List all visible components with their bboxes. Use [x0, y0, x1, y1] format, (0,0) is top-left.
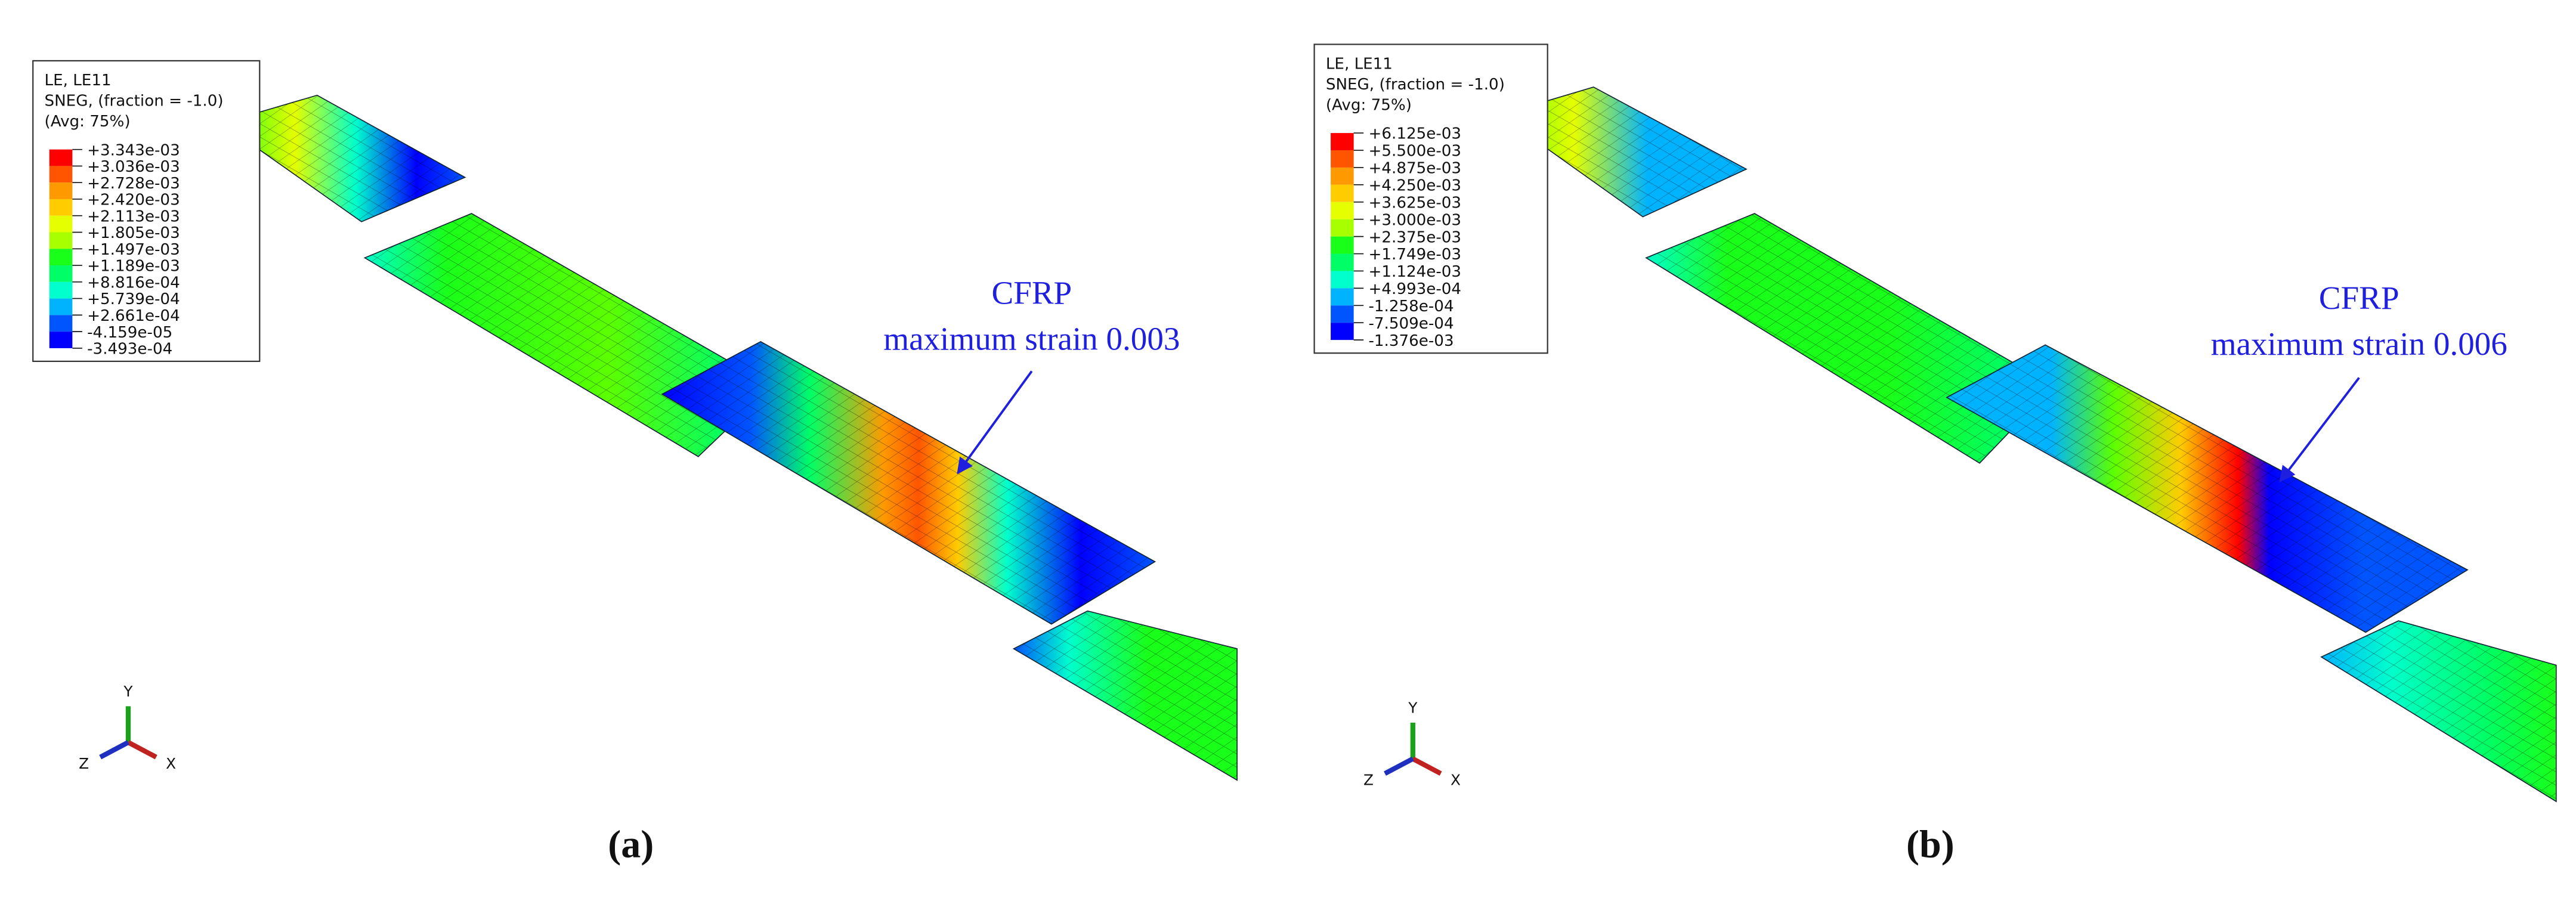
legend-swatch [1331, 236, 1354, 254]
legend-label: +3.000e-03 [1368, 211, 1461, 229]
legend-label: +1.749e-03 [1368, 246, 1461, 264]
legend-swatch [49, 332, 73, 348]
legend-label: +1.124e-03 [1368, 263, 1461, 281]
legend-label: +4.875e-03 [1368, 160, 1461, 178]
legend-swatch [1331, 253, 1354, 271]
legend-label: +2.728e-03 [87, 175, 180, 193]
legend-label: -1.258e-04 [1368, 298, 1454, 315]
legend-label: +4.993e-04 [1368, 280, 1461, 298]
panel: LE, LE11 SNEG, (fraction = -1.0) (Avg: 75%… [1313, 44, 2557, 866]
legend-swatch [1331, 133, 1354, 151]
mesh [1499, 86, 1746, 217]
legend-swatch [1331, 288, 1354, 306]
axis-label: Y [123, 683, 133, 700]
axis-label: X [166, 755, 176, 772]
legend-swatch [49, 298, 73, 315]
legend-label: +1.805e-03 [87, 224, 180, 242]
legend-swatch [1331, 323, 1354, 340]
caption: (a) [608, 823, 654, 866]
legend-title: SNEG, (fraction = -1.0) [1326, 76, 1505, 94]
legend-swatch [49, 215, 73, 233]
mesh [221, 95, 465, 222]
legend-swatch [49, 199, 73, 216]
legend-title: LE, LE11 [45, 72, 112, 89]
annotation: maximum strain 0.006 [2211, 326, 2507, 362]
axis-label: Y [1408, 699, 1418, 716]
legend-swatch [49, 249, 73, 266]
legend-swatch [49, 315, 73, 332]
annotation: maximum strain 0.003 [883, 321, 1180, 357]
legend-label: +5.500e-03 [1368, 143, 1461, 160]
axis-label: Z [79, 755, 89, 772]
axis-label: Z [1363, 772, 1374, 789]
legend-label: -7.509e-04 [1368, 315, 1454, 333]
panel: LE, LE11 SNEG, (fraction = -1.0) (Avg: 75%… [32, 60, 1238, 866]
mesh [1946, 345, 2468, 633]
legend-label: +1.189e-03 [87, 258, 180, 275]
legend-label: +2.661e-04 [87, 307, 180, 325]
mesh [1646, 213, 2054, 463]
annotation-arrow [957, 370, 1033, 475]
legend-label: +8.816e-04 [87, 274, 180, 292]
caption: (b) [1906, 823, 1955, 866]
annotation: CFRP [2319, 280, 2399, 316]
legend-swatch [1331, 305, 1354, 323]
legend-swatch [49, 281, 73, 299]
legend-title: (Avg: 75%) [45, 113, 131, 131]
legend-label: +5.739e-04 [87, 290, 180, 308]
axis-z [99, 740, 129, 760]
legend-label: +2.375e-03 [1368, 228, 1461, 246]
legend-label: +1.497e-03 [87, 241, 180, 259]
legend-swatch [1331, 202, 1354, 219]
axis-x [127, 740, 157, 760]
legend-swatch [1331, 150, 1354, 168]
legend-title: (Avg: 75%) [1326, 97, 1412, 114]
legend-swatch [49, 166, 73, 183]
legend-title: SNEG, (fraction = -1.0) [45, 92, 224, 110]
mesh [2321, 621, 2556, 802]
legend-label: +2.113e-03 [87, 208, 180, 225]
legend-title: LE, LE11 [1326, 55, 1393, 73]
legend-label: -3.493e-04 [87, 340, 172, 358]
axis-x [1411, 756, 1442, 776]
legend-swatch [49, 265, 73, 282]
legend-label: +2.420e-03 [87, 191, 180, 209]
axis-label: X [1451, 772, 1461, 789]
legend-swatch [1331, 219, 1354, 237]
mesh [662, 341, 1155, 624]
legend-label: +6.125e-03 [1368, 125, 1461, 143]
legend-label: -4.159e-05 [87, 324, 172, 342]
legend-swatch [1331, 271, 1354, 289]
legend-label: -1.376e-03 [1368, 332, 1454, 350]
legend-swatch [49, 232, 73, 249]
axis-z [1384, 756, 1414, 776]
legend-swatch [49, 149, 73, 166]
mesh [1013, 611, 1238, 781]
legend-label: +4.250e-03 [1368, 177, 1461, 194]
legend-label: +3.036e-03 [87, 158, 180, 176]
legend-label: +3.343e-03 [87, 141, 180, 159]
annotation-arrow [2279, 377, 2360, 483]
legend-label: +3.625e-03 [1368, 194, 1461, 212]
legend-swatch [1331, 167, 1354, 185]
legend-swatch [1331, 184, 1354, 202]
annotation: CFRP [991, 275, 1072, 311]
legend-swatch [49, 182, 73, 199]
